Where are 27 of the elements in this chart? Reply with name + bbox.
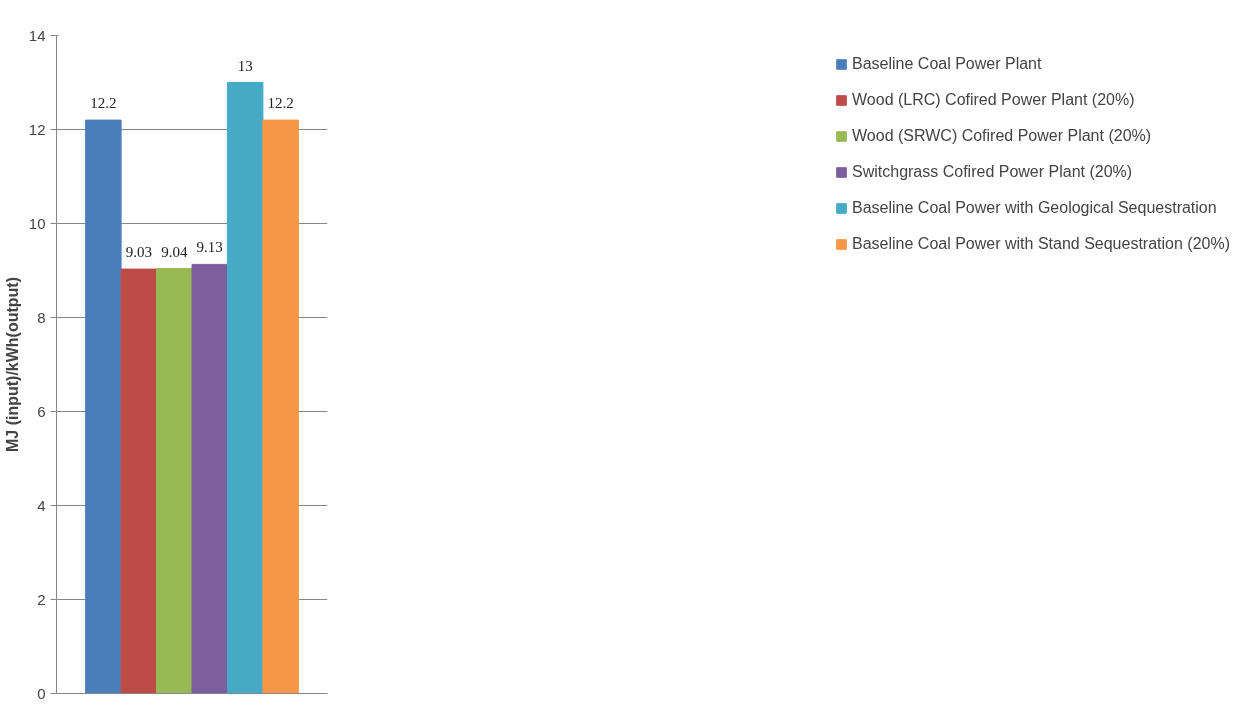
bar [226, 82, 264, 694]
bar [262, 119, 299, 694]
bar [120, 268, 158, 694]
legend-label: Baseline Coal Power Plant [852, 55, 1042, 73]
data-label: 13 [237, 57, 253, 74]
legend-label: Switchgrass Cofired Power Plant (20%) [852, 163, 1133, 181]
bar [156, 268, 193, 694]
y-tick-label: 2 [37, 590, 46, 608]
y-tick-label: 10 [28, 214, 46, 232]
legend-label: Wood (LRC) Cofired Power Plant (20%) [852, 91, 1135, 109]
y-tick-label: 6 [37, 402, 46, 420]
y-tick-label: 0 [37, 684, 46, 702]
legend-label: Wood (SRWC) Cofired Power Plant (20%) [852, 127, 1152, 145]
y-tick-label: 14 [28, 26, 46, 44]
data-label: 12.2 [90, 95, 117, 112]
bar [85, 119, 122, 694]
legend-label: Baseline Coal Power with Stand Sequestration (20%) [852, 235, 1230, 253]
data-label: 9.13 [196, 239, 223, 256]
data-label: 12.2 [267, 95, 294, 112]
data-label: 9.04 [161, 243, 188, 260]
y-axis-title: MJ (input)/kWh(output) [3, 276, 21, 453]
legend-label: Baseline Coal Power with Geological Sequestration [852, 199, 1217, 217]
y-tick-label: 8 [37, 308, 46, 326]
data-label: 9.03 [125, 244, 152, 261]
bar [191, 263, 228, 694]
y-tick-label: 12 [28, 120, 46, 138]
y-tick-label: 4 [37, 496, 46, 514]
